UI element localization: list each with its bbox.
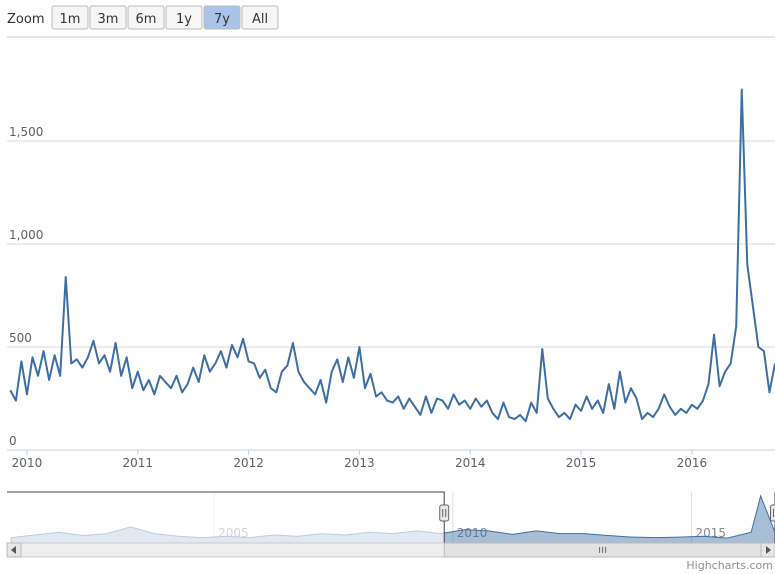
- button-label[interactable]: 7y: [214, 12, 230, 27]
- zoom-label: Zoom: [7, 12, 44, 27]
- range-buttons: 1m 3m 6m 1y 7y All: [51, 5, 279, 30]
- y-tick-label: 1,500: [9, 125, 43, 139]
- range-button[interactable]: 6m: [127, 5, 165, 30]
- credits[interactable]: Highcharts.com: [686, 559, 773, 572]
- arrow-right: [766, 546, 771, 554]
- button-box[interactable]: [89, 5, 127, 30]
- range-button[interactable]: 7y: [203, 5, 241, 30]
- y-tick-label: 1,000: [9, 228, 43, 242]
- button-box[interactable]: [203, 5, 241, 30]
- x-tick-label: 2010: [12, 456, 43, 470]
- x-tick-label: 2015: [566, 456, 597, 470]
- main-plot: 0 500 1,000 1,500 2010 2011 2012 2013 2014 2015 20…: [7, 88, 775, 470]
- button-label[interactable]: 6m: [136, 12, 157, 27]
- range-button[interactable]: 1m: [51, 5, 89, 30]
- handle-box[interactable]: [770, 504, 775, 522]
- button-label[interactable]: 3m: [98, 12, 119, 27]
- handle-box[interactable]: [439, 504, 450, 522]
- x-tick-label: 2014: [455, 456, 486, 470]
- navigator-handle[interactable]: [439, 504, 450, 522]
- navigator-outline: [7, 491, 775, 543]
- x-tick-label: 2012: [233, 456, 264, 470]
- scrollbar-thumb[interactable]: [443, 542, 762, 558]
- navigator-handle[interactable]: [770, 504, 775, 522]
- navigator: 200520102015: [7, 491, 775, 544]
- y-tick-label: 0: [9, 434, 17, 448]
- navigator-mask: [7, 492, 445, 543]
- button-box[interactable]: [127, 5, 165, 30]
- arrow-left: [11, 546, 16, 554]
- range-button[interactable]: 1y: [165, 5, 203, 30]
- button-box[interactable]: [165, 5, 203, 30]
- y-tick-label: 500: [9, 331, 32, 345]
- button-label[interactable]: All: [252, 12, 268, 27]
- button-box[interactable]: [241, 5, 279, 30]
- button-label[interactable]: 1m: [60, 12, 81, 27]
- data-line: [9, 88, 775, 423]
- button-label[interactable]: 1y: [176, 12, 192, 27]
- range-button[interactable]: 3m: [89, 5, 127, 30]
- x-tick-label: 2013: [344, 456, 375, 470]
- x-tick-label: 2011: [122, 456, 153, 470]
- range-button[interactable]: All: [241, 5, 279, 30]
- button-box[interactable]: [51, 5, 89, 30]
- x-tick-label: 2016: [677, 456, 708, 470]
